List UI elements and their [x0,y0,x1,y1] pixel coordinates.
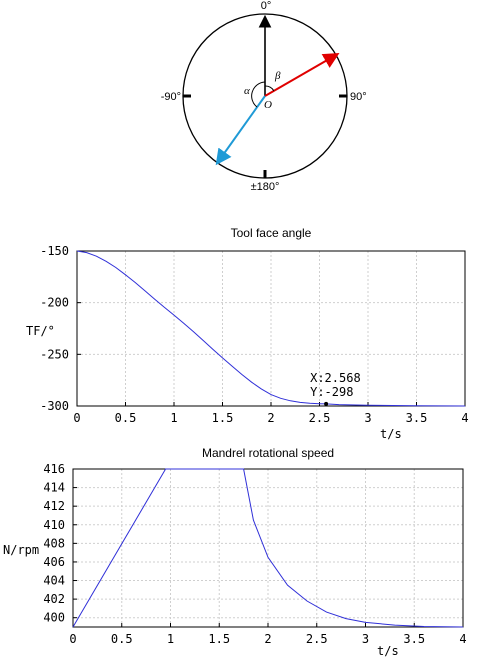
y-tick-label: 414 [43,481,65,495]
y-axis-label: TF/° [26,324,55,338]
x-tick-label: 1 [167,632,174,646]
chart-title: Tool face angle [231,226,312,240]
x-tick-label: 0 [69,632,76,646]
x-tick-label: 0.5 [111,632,133,646]
y-tick-label: 402 [43,592,65,606]
x-axis-label: t/s [377,644,399,658]
y-tick-label: 404 [43,574,65,588]
x-tick-label: 2.5 [309,411,331,425]
label-right: 90° [350,91,367,103]
data-tip-x: X:2.568 [310,371,361,385]
tool-face-angle-chart: Tool face angle 0 0.5 1 1.5 2 2.5 3 3.5 4 -150 -200… [26,226,469,440]
x-tick-label: 3 [362,632,369,646]
x-tick-label: 2.5 [306,632,328,646]
x-axis-label: t/s [380,427,402,440]
data-tip-y: Y:-298 [310,385,353,399]
y-tick-label: 400 [43,611,65,625]
y-tick-label: -300 [40,399,69,413]
x-tick-label: 0.5 [115,411,137,425]
x-tick-label: 2 [264,632,271,646]
y-tick-label: 416 [43,462,65,476]
blue-arrow [215,95,266,166]
y-tick-label: -200 [40,296,69,310]
y-tick-label: -250 [40,347,69,361]
series-line [72,468,464,628]
x-tick-label: 0 [73,411,80,425]
label-left: -90° [161,91,181,103]
label-bottom: ±180° [251,181,280,193]
beta-arc [264,85,275,92]
y-axis-label: N/rpm [3,543,39,557]
label-alpha: α [244,85,250,97]
label-top: 0° [261,0,272,12]
y-tick-label: 408 [43,536,65,550]
tool-face-diagram: 0° -90° 90° ±180° O α β [161,0,367,193]
x-tick-label: 3.5 [403,632,425,646]
x-tick-label: 3.5 [406,411,428,425]
mandrel-speed-chart: Mandrel rotational speed 0 0.5 1 1.5 2 2.5 3 3.5… [3,446,467,658]
plot-frame [72,468,464,628]
chart-title: Mandrel rotational speed [202,446,334,460]
series-line [76,250,466,407]
x-tick-label: 1 [170,411,177,425]
label-beta: β [274,70,281,82]
x-tick-label: 1.5 [212,411,234,425]
x-tick-label: 1.5 [208,632,230,646]
x-tick-label: 2 [267,411,274,425]
y-tick-label: 410 [43,518,65,532]
x-tick-label: 4 [459,632,466,646]
x-tick-label: 4 [461,411,468,425]
y-tick-label: 412 [43,499,65,513]
y-tick-label: -150 [40,244,69,258]
y-tick-label: 406 [43,555,65,569]
red-arrow [264,52,340,97]
x-tick-label: 3 [364,411,371,425]
alpha-arc [251,81,266,108]
data-tip-marker [324,401,329,406]
label-origin: O [264,99,272,111]
